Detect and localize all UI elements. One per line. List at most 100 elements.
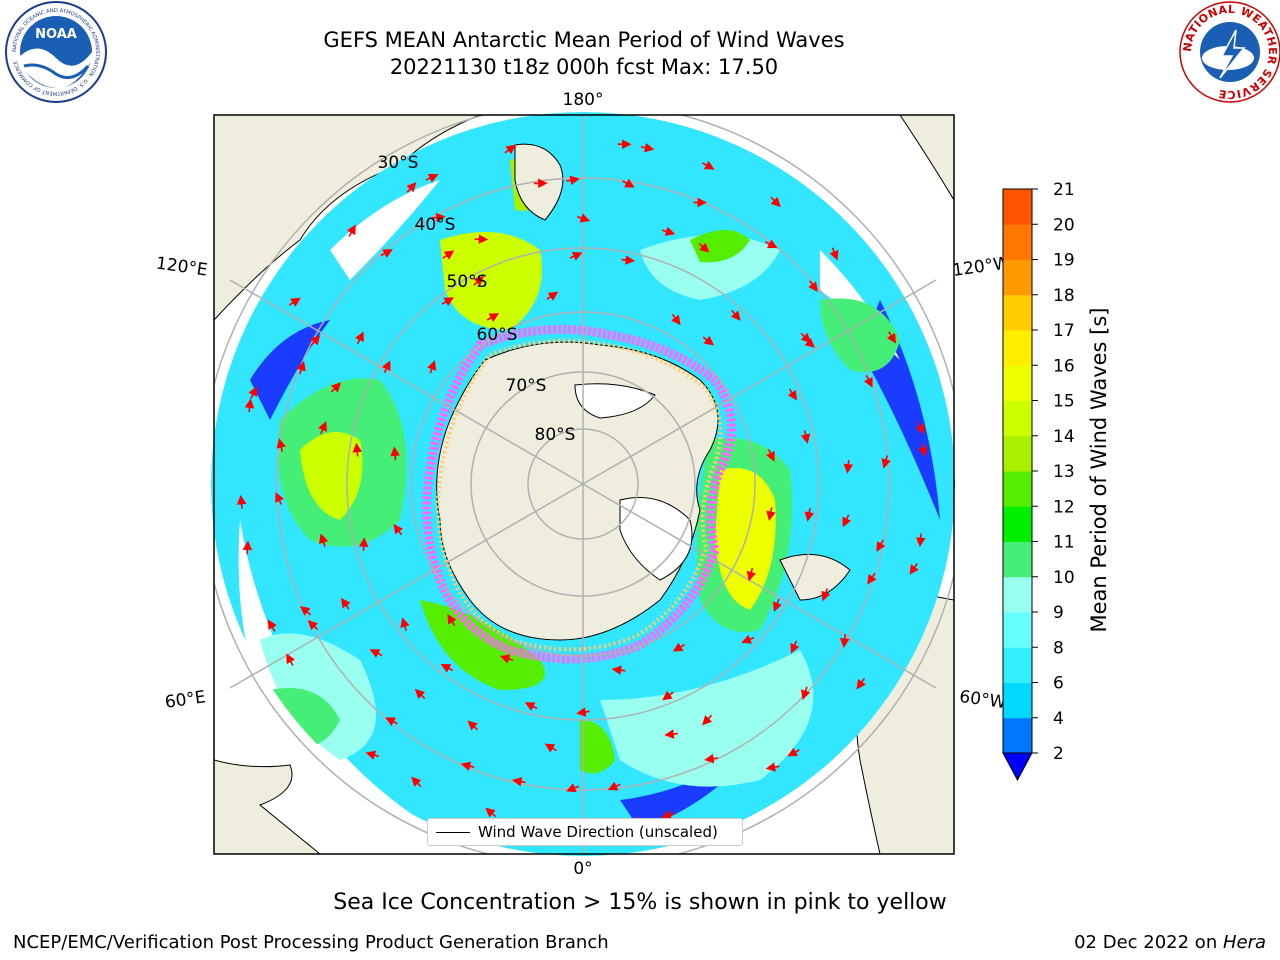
colorbar-tick-label: 14 [1053, 427, 1075, 447]
wind-wave-arrow [425, 173, 439, 183]
wind-wave-arrow [640, 142, 655, 153]
wind-wave-arrow [611, 665, 626, 675]
wind-wave-arrow [704, 753, 718, 764]
wind-wave-arrow [741, 634, 755, 644]
wind-wave-arrow [881, 455, 891, 469]
wind-wave-arrow [330, 382, 342, 393]
colorbar-tick-label: 16 [1053, 356, 1075, 376]
wind-wave-arrow [341, 597, 351, 610]
map-legend: Wind Wave Direction (unscaled) [427, 818, 743, 846]
colorbar-tick-label: 18 [1053, 286, 1075, 306]
colorbar-tick-label: 13 [1053, 462, 1075, 482]
wind-wave-arrow [447, 614, 457, 627]
land-corner-topleft [214, 115, 481, 321]
colorbar-tick-label: 6 [1053, 674, 1064, 694]
wind-wave-arrow [607, 781, 621, 791]
lon-label-0: 0° [573, 859, 592, 879]
wind-wave-arrow [576, 213, 591, 223]
wind-wave-arrow [702, 714, 713, 726]
wind-wave-arrow [467, 720, 479, 731]
wind-wave-arrow [803, 337, 815, 348]
wind-wave-arrow [275, 492, 284, 505]
wind-wave-arrow [698, 242, 710, 253]
footer-credit: NCEP/EMC/Verification Post Processing Pr… [13, 932, 609, 953]
lat-label-80s: 80°S [535, 425, 576, 445]
wind-wave-arrow [365, 750, 380, 760]
wind-wave-arrow [504, 144, 516, 155]
wind-wave-arrow [770, 196, 781, 208]
wind-wave-arrow [369, 649, 383, 658]
wind-wave-arrow [765, 762, 780, 772]
wind-wave-arrow [393, 523, 404, 536]
colorbar-swatch [1003, 259, 1032, 296]
wind-wave-arrow [346, 224, 356, 237]
wind-wave-arrow [765, 239, 778, 249]
wind-wave-arrow [730, 309, 741, 321]
noaa-logo-text: NOAA [35, 27, 77, 42]
colorbar-swatch [1003, 435, 1032, 472]
wind-wave-arrow [569, 251, 583, 261]
colorbar-tick-label: 12 [1053, 497, 1075, 517]
wind-wave-arrow [380, 249, 393, 258]
lon-label-60e: 60°E [164, 687, 207, 712]
wind-wave-arrow [460, 761, 475, 771]
wind-wave-arrow [248, 386, 258, 399]
wind-wave-arrow [790, 640, 800, 654]
wind-wave-arrow [486, 313, 500, 323]
wind-wave-arrow [546, 291, 559, 301]
wind-wave-arrow [621, 255, 636, 265]
wind-wave-arrow [400, 617, 410, 631]
wind-wave-arrow [244, 398, 255, 413]
colorbar-tick-label: 20 [1053, 215, 1075, 235]
wind-wave-arrow [411, 776, 422, 788]
wind-wave-arrow [544, 743, 557, 753]
wind-wave-arrow [839, 634, 850, 648]
footer-date: 02 Dec 2022 on Hera [1074, 932, 1266, 953]
wind-wave-arrow [299, 605, 312, 616]
colorbar-tick-label: 2 [1053, 744, 1064, 764]
wind-wave-arrow [296, 360, 306, 375]
wind-wave-arrow [766, 507, 776, 522]
wind-wave-arrow [576, 707, 590, 717]
colorbar: 2 4 6 8 9 10 11 12 13 14 15 16 17 18 19 20 21 [1002, 180, 1075, 782]
wind-wave-arrow [355, 331, 364, 345]
wind-wave-arrow [566, 175, 580, 186]
wind-wave-arrow [702, 335, 715, 346]
colorbar-swatch [1003, 576, 1032, 613]
wind-wave-arrow [414, 688, 426, 700]
colorbar-swatch [1003, 294, 1032, 331]
wind-wave-arrow [236, 494, 247, 509]
lon-label-180: 180° [563, 90, 604, 110]
colorbar-swatch [1003, 189, 1032, 225]
wind-wave-arrow [307, 620, 319, 631]
noaa-logo: NATIONAL OCEANIC AND ATMOSPHERIC ADMINIS… [5, 1, 107, 103]
wind-wave-arrow [915, 421, 925, 435]
colorbar-tick-label: 15 [1053, 392, 1075, 412]
wind-wave-arrow [318, 421, 327, 435]
map-subtitle: 20221130 t18z 000h fcst Max: 17.50 [389, 55, 779, 79]
wind-wave-arrow [886, 331, 897, 344]
colorbar-tick-label: 8 [1053, 638, 1064, 658]
wind-wave-arrow [808, 280, 818, 292]
colorbar-extend-triangle [1002, 752, 1033, 782]
lat-label-60s: 60°S [477, 325, 518, 345]
wind-wave-arrow [801, 686, 811, 700]
wind-wave-arrow [856, 677, 866, 690]
lat-label-40s: 40°S [415, 215, 456, 235]
colorbar-swatch [1003, 400, 1032, 437]
colorbar-swatch [1003, 330, 1032, 366]
wind-wave-arrow [431, 212, 446, 223]
wind-wave-arrow [473, 275, 485, 286]
wind-wave-arrow [909, 562, 919, 575]
colorbar-tick-label: 10 [1053, 568, 1075, 588]
lat-label-30s: 30°S [378, 153, 419, 173]
wind-wave-arrow [427, 360, 437, 374]
wind-wave-arrow [390, 446, 400, 461]
wind-wave-arrow [702, 160, 715, 170]
wind-wave-arrow [918, 443, 928, 457]
wind-wave-arrow [804, 508, 814, 522]
sea-ice-caption: Sea Ice Concentration > 15% is shown in … [333, 890, 947, 915]
wind-wave-arrow [664, 729, 679, 739]
colorbar-tick-label: 21 [1053, 180, 1075, 200]
wind-wave-arrow [772, 598, 782, 612]
